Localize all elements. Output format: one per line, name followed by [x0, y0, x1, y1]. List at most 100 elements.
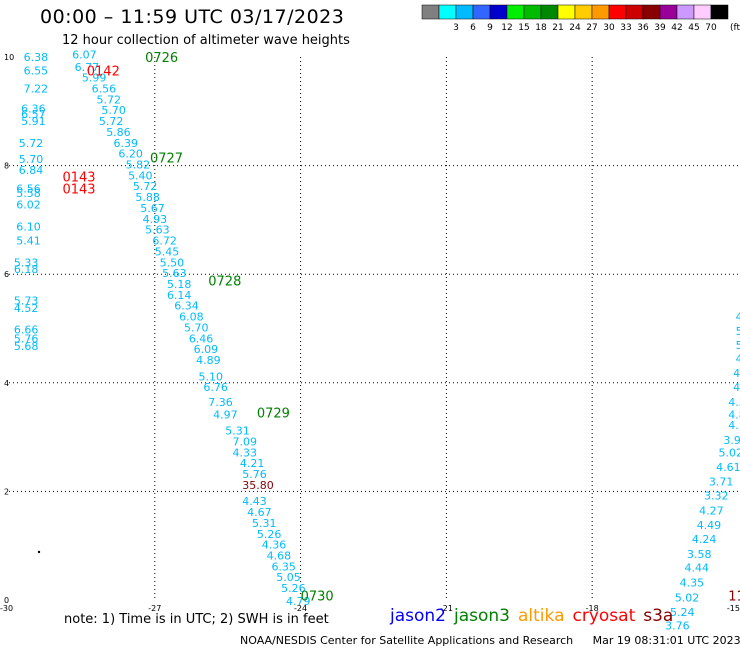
- scale-tick-label: 3: [453, 23, 459, 33]
- swh-point-label: 4.97: [213, 408, 238, 421]
- scale-swatch: [676, 4, 695, 20]
- scale-tick-label: 9: [487, 23, 493, 33]
- swh-point-label: 6.20: [118, 148, 143, 161]
- scale-swatch: [710, 4, 729, 20]
- swh-point-label: 4.43: [242, 495, 267, 508]
- swh-point-label: 5.99: [82, 72, 107, 85]
- swh-point-label: 4.5: [733, 367, 740, 380]
- swh-point-label: 4.36: [262, 539, 287, 552]
- swh-point-label: 5.63: [162, 267, 187, 280]
- swh-point-label: 4: [736, 311, 740, 324]
- swh-point-label: 3.32: [704, 490, 729, 503]
- pass-time-label: 0730: [301, 590, 334, 605]
- swh-point-label: 6.57: [21, 108, 46, 121]
- swh-point-label: 5.82: [126, 159, 151, 172]
- swh-point-label: 5.70: [184, 321, 209, 334]
- swh-point-label: 5.40: [128, 169, 153, 182]
- swh-point-label: 5.68: [14, 340, 39, 353]
- y-tick-label: 4: [4, 379, 9, 388]
- swh-point-label: 7.09: [233, 435, 258, 448]
- swh-point-label: 5.45: [155, 245, 180, 258]
- swh-point-label: 4.68: [267, 549, 292, 562]
- swh-point-label: 6.66: [14, 324, 39, 337]
- swh-point-label: 5.72: [99, 115, 124, 128]
- swh-point-label: 5.: [736, 339, 740, 352]
- swh-point-label: 4.33: [233, 446, 258, 459]
- scale-swatch: [591, 4, 610, 20]
- swh-point-label: 4.30: [728, 396, 740, 409]
- footer: NOAA/NESDIS Center for Satellite Applica…: [240, 634, 740, 647]
- swh-point-label: 6.07: [72, 48, 97, 61]
- scale-tick-label: 18: [535, 23, 547, 33]
- swh-point-label: 6.34: [174, 300, 199, 313]
- pass-time-label: 0728: [208, 275, 241, 290]
- pass-time-label: 0726: [145, 51, 178, 66]
- y-tick-label: 8: [4, 162, 9, 171]
- data-points: 6.076.775.996.565.725.705.725.866.396.20…: [14, 48, 740, 632]
- swh-point-label: 6.46: [189, 332, 214, 345]
- pass-time-label: 110: [728, 590, 740, 605]
- swh-point-label: 5.72: [19, 137, 44, 150]
- scale-swatch: [523, 4, 542, 20]
- swh-point-label: 3.58: [687, 548, 712, 561]
- scale-swatch: [557, 4, 576, 20]
- pass-time-label: 0729: [257, 407, 290, 422]
- swh-point-label: 6.56: [92, 82, 117, 95]
- swh-point-label: 4.21: [240, 457, 265, 470]
- scale-tick-label: 39: [654, 23, 666, 33]
- footer-timestamp: Mar 19 08:31:01 UTC 2023: [592, 634, 740, 647]
- chart-subtitle: 12 hour collection of altimeter wave hei…: [62, 33, 350, 48]
- y-tick-label: 6: [4, 270, 9, 279]
- swh-point-label: 3.76: [665, 620, 690, 633]
- pass-time-label: 0143: [62, 170, 95, 185]
- swh-point-label: 5.33: [14, 256, 39, 269]
- swh-point-label: 5.26: [257, 528, 282, 541]
- swh-point-label: 7.36: [208, 396, 233, 409]
- scale-tick-label: 45: [688, 23, 699, 33]
- swh-point-label: 6.76: [203, 381, 228, 394]
- scale-tick-label: 33: [620, 23, 631, 33]
- swh-point-label: 5.41: [16, 235, 41, 248]
- scale-swatch: [472, 4, 491, 20]
- swh-point-label: 5.26: [281, 582, 306, 595]
- swh-point-label: 6.36: [21, 103, 46, 116]
- swh-point-label: 6.08: [179, 311, 204, 324]
- satellite-legend-item: altika: [518, 606, 565, 626]
- scale-swatch: [455, 4, 474, 20]
- scale-tick-label: 30: [603, 23, 615, 33]
- swh-point-label: 6.38: [24, 51, 49, 64]
- x-tick-label: -15: [727, 604, 740, 613]
- scale-tick-label: 36: [637, 23, 649, 33]
- scale-tick-label: 24: [569, 23, 581, 33]
- swh-point-label: 4.93: [143, 213, 168, 226]
- swh-point-label: 5.76: [14, 332, 39, 345]
- chart-title: 00:00 – 11:59 UTC 03/17/2023: [40, 6, 345, 28]
- scale-tick-label: 6: [470, 23, 476, 33]
- x-tick-label: -21: [440, 604, 453, 613]
- x-tick-label: -27: [148, 604, 161, 613]
- scale-tick-label: 12: [501, 23, 512, 33]
- x-tick-label: -24: [294, 604, 307, 613]
- swh-point-label: 6.55: [24, 65, 49, 78]
- swh-point-label: 5.58: [16, 187, 41, 200]
- swh-point-label: 4.79: [286, 595, 311, 608]
- swh-point-label: 4.67: [247, 506, 272, 519]
- swh-point-label: 4.89: [196, 354, 221, 367]
- scale-swatch: [693, 4, 712, 20]
- swh-point-label: 5.31: [225, 425, 250, 438]
- units-note: note: 1) Time is in UTC; 2) SWH is in fe…: [64, 612, 329, 627]
- footer-credit: NOAA/NESDIS Center for Satellite Applica…: [240, 634, 574, 647]
- swh-point-label: 4.4: [733, 381, 740, 394]
- y-tick-label: 2: [4, 487, 9, 496]
- swh-point-label: 3.71: [709, 476, 734, 489]
- swh-point-label: 5.72: [96, 93, 121, 106]
- swh-point-label: 6.72: [152, 235, 177, 248]
- swh-point-label: 6.35: [271, 560, 296, 573]
- swh-point-label: 5.91: [21, 115, 46, 128]
- swh-point-label: 5.76: [242, 468, 267, 481]
- scale-swatch: [506, 4, 525, 20]
- swh-point-label: 4.13: [728, 419, 740, 432]
- swh-point-label: 4.24: [692, 533, 717, 546]
